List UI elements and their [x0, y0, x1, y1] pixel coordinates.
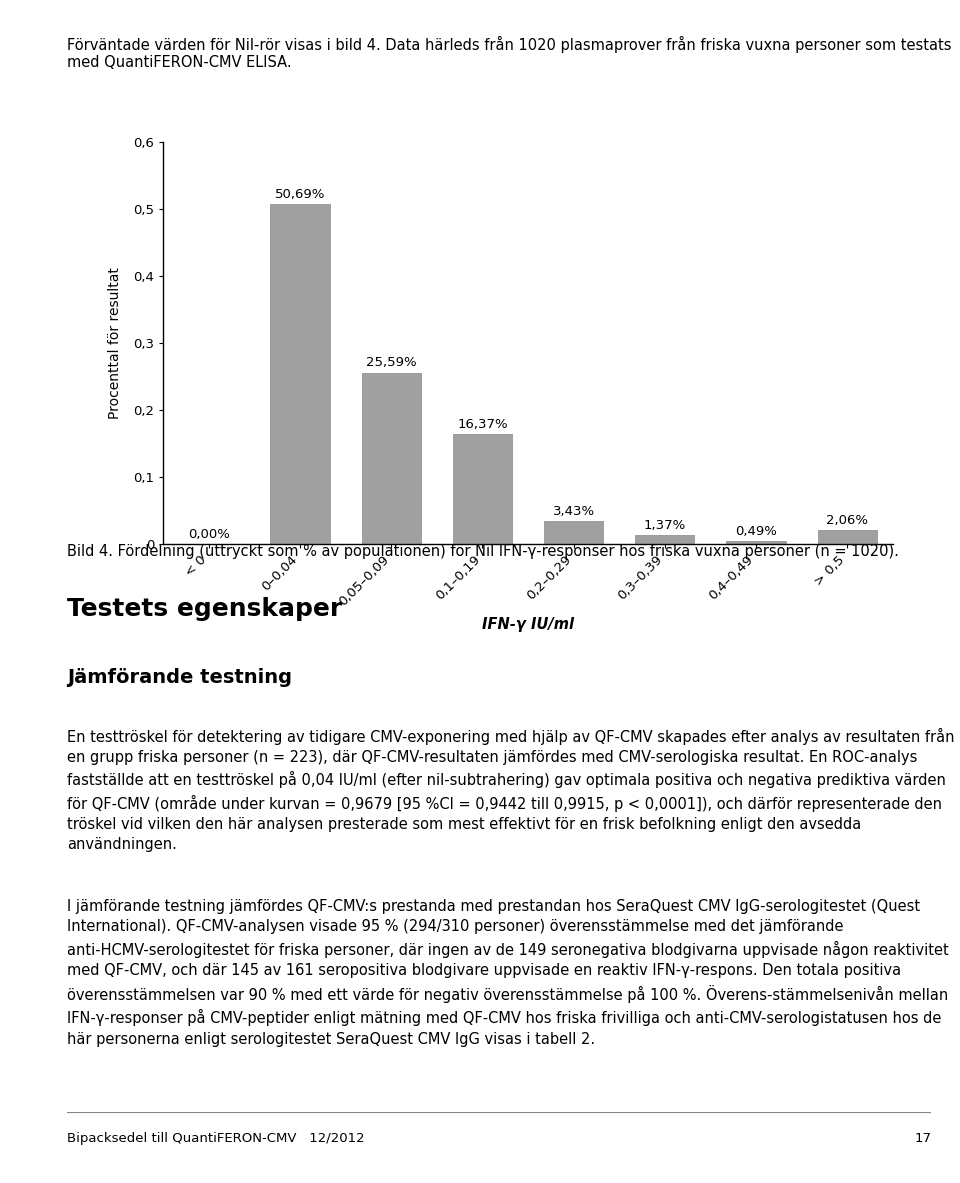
Text: En testtröskel för detektering av tidigare CMV-exponering med hjälp av QF-CMV sk: En testtröskel för detektering av tidiga… — [67, 728, 954, 853]
Bar — [818, 530, 876, 544]
X-axis label: IFN-γ IU/ml: IFN-γ IU/ml — [482, 616, 574, 632]
Bar — [453, 434, 512, 544]
Y-axis label: Procenttal för resultat: Procenttal för resultat — [108, 267, 122, 419]
Text: Bipacksedel till QuantiFERON-CMV   12/2012: Bipacksedel till QuantiFERON-CMV 12/2012 — [67, 1132, 365, 1145]
Text: Jämförande testning: Jämförande testning — [67, 668, 292, 687]
Text: Bild 4. Fördelning (uttryckt som % av populationen) för Nil IFN-γ-responser hos : Bild 4. Fördelning (uttryckt som % av po… — [67, 544, 900, 560]
Bar — [362, 373, 420, 544]
Text: 1,37%: 1,37% — [643, 518, 686, 531]
Bar — [727, 541, 785, 544]
Text: Förväntade värden för Nil-rör visas i bild 4. Data härleds från 1020 plasmaprove: Förväntade värden för Nil-rör visas i bi… — [67, 35, 951, 70]
Text: 50,69%: 50,69% — [275, 188, 325, 201]
Bar — [544, 522, 603, 544]
Text: 3,43%: 3,43% — [553, 505, 594, 518]
Text: 16,37%: 16,37% — [457, 418, 508, 431]
Text: 0,00%: 0,00% — [188, 528, 229, 541]
Bar — [636, 535, 694, 544]
Text: Testets egenskaper: Testets egenskaper — [67, 597, 343, 621]
Text: 0,49%: 0,49% — [735, 524, 777, 537]
Text: 2,06%: 2,06% — [827, 515, 868, 526]
Bar — [271, 205, 329, 544]
Text: 17: 17 — [914, 1132, 931, 1145]
Text: I jämförande testning jämfördes QF-CMV:s prestanda med prestandan hos SeraQuest : I jämförande testning jämfördes QF-CMV:s… — [67, 899, 948, 1047]
Text: 25,59%: 25,59% — [366, 356, 417, 369]
